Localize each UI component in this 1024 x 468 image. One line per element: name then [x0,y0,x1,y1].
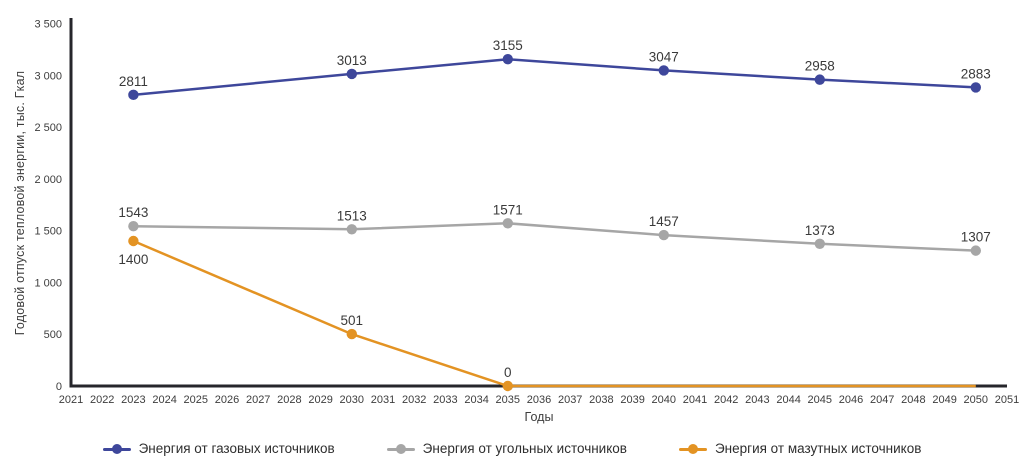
legend-item-gas: Энергия от газовых источников [102,441,335,456]
legend-label: Энергия от мазутных источников [714,441,922,456]
x-tick-label: 2040 [652,394,676,406]
y-tick-label: 500 [44,329,62,341]
legend-marker-coal-icon [386,443,415,455]
data-point [128,220,139,232]
x-tick-label: 2036 [527,394,551,406]
x-tick-label: 2051 [995,394,1019,406]
data-point-label: 1400 [118,252,148,267]
x-tick-label: 2033 [433,394,457,406]
data-point [346,68,357,80]
x-tick-label: 2025 [184,394,208,406]
x-tick-label: 2027 [246,394,270,406]
legend-marker-gas-icon [102,443,131,455]
data-point [658,65,669,76]
x-tick-label: 2048 [901,394,925,406]
legend-item-fueloil: Энергия от мазутных источников [678,441,922,456]
x-tick-label: 2022 [90,394,114,406]
x-tick-label: 2047 [870,394,894,406]
data-point [502,218,513,229]
data-point-label: 2883 [961,66,991,81]
data-point-label: 1571 [493,202,523,217]
x-tick-label: 2028 [277,394,301,406]
x-tick-label: 2043 [745,394,769,406]
data-point [346,224,357,235]
data-point-label: 3155 [493,38,523,53]
y-tick-label: 0 [56,381,62,393]
data-point-label: 3047 [649,49,679,64]
x-tick-label: 2037 [558,394,582,406]
y-axis-title: Годовой отпуск тепловой энергии, тыс. Гк… [13,70,27,336]
data-point-label: 2811 [119,74,148,89]
x-tick-label: 2024 [152,394,176,406]
x-tick-label: 2032 [402,394,426,406]
legend-item-coal: Энергия от угольных источников [386,441,627,456]
data-point [128,235,139,247]
x-tick-label: 2046 [839,394,863,406]
x-tick-label: 2045 [808,394,832,406]
data-point [346,328,357,340]
x-tick-label: 2029 [308,394,332,406]
data-point [128,89,139,101]
x-tick-label: 2050 [964,394,988,406]
data-point [970,82,981,93]
x-tick-label: 2044 [776,394,800,406]
x-tick-label: 2035 [496,394,520,406]
data-point-label: 1513 [337,208,367,223]
y-tick-label: 3 000 [34,70,62,82]
series-line-0 [133,57,976,97]
legend-marker-fueloil-icon [678,443,707,455]
y-tick-label: 2 500 [34,122,62,134]
x-tick-label: 2042 [714,394,738,406]
data-point [970,245,981,256]
data-point-label: 501 [341,313,364,328]
legend: Энергия от газовых источников Энергия от… [0,441,1024,456]
x-tick-label: 2038 [589,394,613,406]
y-tick-label: 3 500 [34,19,62,31]
y-tick-label: 1 000 [34,277,62,289]
data-point-label: 1307 [961,230,991,245]
y-tick-label: 1 500 [34,226,62,238]
data-point [658,229,669,241]
x-tick-label: 2041 [683,394,707,406]
data-point-label: 1373 [805,223,835,238]
data-point [814,238,825,249]
data-point-label: 1457 [649,214,679,229]
data-point-label: 0 [504,365,512,380]
data-point [502,380,513,392]
legend-label: Энергия от газовых источников [138,441,335,456]
legend-label: Энергия от угольных источников [422,441,627,456]
x-tick-label: 2031 [371,394,395,406]
x-tick-label: 2021 [59,394,83,406]
data-point [814,74,825,85]
x-tick-label: 2049 [932,394,956,406]
x-tick-label: 2034 [464,394,488,406]
x-axis-title: Годы [524,410,554,424]
data-point [502,54,513,65]
series-line-2 [132,239,976,388]
series-line-1 [133,222,976,252]
x-tick-label: 2026 [215,394,239,406]
x-tick-label: 2030 [340,394,364,406]
data-point-label: 1543 [118,205,148,220]
data-point-label: 2958 [805,59,835,74]
y-tick-label: 2 000 [34,174,62,186]
x-tick-label: 2039 [620,394,644,406]
x-tick-label: 2023 [121,394,145,406]
data-point-label: 3013 [337,53,367,68]
